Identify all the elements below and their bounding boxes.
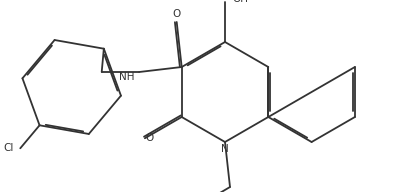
Text: NH: NH: [119, 72, 134, 82]
Text: N: N: [221, 144, 229, 154]
Text: O: O: [173, 9, 181, 19]
Text: Cl: Cl: [3, 143, 13, 153]
Text: OH: OH: [232, 0, 248, 4]
Text: O: O: [146, 133, 154, 143]
